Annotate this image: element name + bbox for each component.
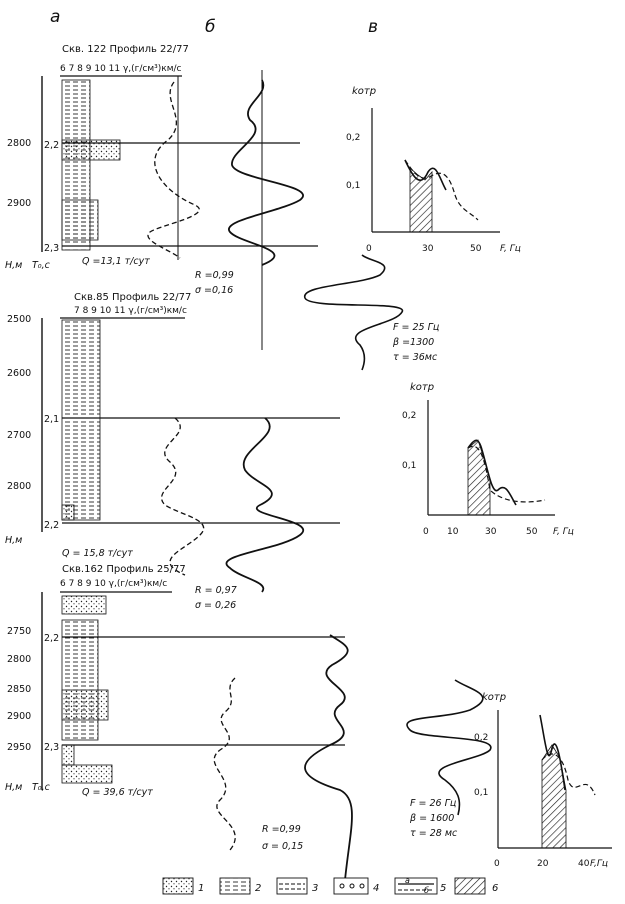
spectrum-chart-2: kотр 0,2 0,1 0 10 30 50 F, Гц — [402, 382, 574, 537]
wavelet-tau: τ = 36мс — [393, 352, 438, 363]
spectrum-ylabel: kотр — [352, 86, 376, 97]
wavelet-freq: F = 25 Гц — [393, 322, 439, 333]
legend-label: 3 — [312, 883, 318, 894]
legend-label: 2 — [255, 883, 261, 894]
spectrum-xlabel: F, Гц — [500, 244, 521, 254]
panel-letter-b: б — [205, 17, 215, 37]
depth-label: 2700 — [7, 430, 31, 441]
well-162-block: Скв.162 Профиль 25/77 6 7 8 9 10 γ,(г/см… — [5, 564, 353, 881]
well-title: Скв.162 Профиль 25/77 — [62, 564, 186, 575]
spectrum-xtick: 30 — [485, 527, 497, 537]
axis-label: Н,м — [5, 782, 22, 793]
wavelet-2: F = 26 Гц β = 1600 τ = 28 мс — [406, 679, 492, 839]
spectrum-ytick: 0,2 — [402, 411, 416, 421]
correlation-r: R =0,99 — [262, 824, 301, 835]
scale-labels: 6 7 8 9 10 11 γ,(г/см³)км/с — [60, 64, 182, 74]
spectrum-xtick: 50 — [470, 244, 482, 254]
time-axis-label: T₀,с — [32, 782, 51, 793]
sigma: σ = 0,15 — [262, 841, 303, 852]
lithology-column — [61, 619, 99, 741]
spectrum-xlabel: F,Гц — [590, 859, 608, 869]
spectrum-xtick: 10 — [447, 527, 459, 537]
spectrum-ytick: 0,1 — [402, 461, 416, 471]
depth-label: 2600 — [7, 368, 31, 379]
time-label: 2,2 — [44, 633, 59, 644]
synthetic-trace — [161, 417, 205, 576]
wavelet-beta: β =1300 — [392, 337, 434, 348]
spectrum-ytick: 0,1 — [474, 788, 488, 798]
spectrum-chart-1: kотр 0,2 0,1 0 30 50 F, Гц — [346, 86, 521, 254]
flow-rate: Q =13,1 т/сут — [82, 256, 150, 267]
synthetic-trace — [147, 81, 200, 259]
scale-labels: 7 8 9 10 11 γ,(г/см³)км/с — [74, 306, 187, 316]
well-title: Скв. 122 Профиль 22/77 — [62, 44, 189, 55]
correlation-r: R = 0,97 — [195, 585, 237, 596]
spectrum-ylabel: kотр — [482, 692, 506, 703]
time-label: 2,1 — [44, 414, 59, 425]
panel-letter-a: а — [50, 7, 60, 27]
spectrum-xtick: 50 — [526, 527, 538, 537]
depth-label: 2800 — [7, 654, 31, 665]
well-title: Скв.85 Профиль 22/77 — [74, 292, 191, 303]
spectrum-ytick: 0,2 — [346, 133, 360, 143]
depth-label: 2850 — [7, 684, 31, 695]
time-label: 2,3 — [44, 742, 59, 753]
sigma: σ = 0,26 — [195, 600, 236, 611]
axis-label: Н,м — [5, 535, 22, 546]
lithology-column — [61, 319, 101, 521]
time-label: 2,2 — [44, 140, 59, 151]
spectrum-ytick: 0,1 — [346, 181, 360, 191]
seismic-trace — [228, 79, 304, 266]
wavelet-tau: τ = 28 мс — [410, 828, 458, 839]
depth-label: 2500 — [7, 314, 31, 325]
legend-label: 4 — [373, 883, 379, 894]
wavelet-freq: F = 26 Гц — [410, 798, 456, 809]
spectrum-ylabel: kотр — [410, 382, 434, 393]
spectrum-ytick: 0,2 — [474, 733, 488, 743]
time-label: 2,2 — [44, 520, 59, 531]
scale-labels: 6 7 8 9 10 γ,(г/см³)км/с — [60, 579, 167, 589]
sigma: σ =0,16 — [195, 285, 233, 296]
spectrum-chart-3: kотр 0,2 0,1 0 20 40 F,Гц — [474, 692, 612, 869]
correlation-r: R =0,99 — [195, 270, 234, 281]
spectrum-xtick: 20 — [537, 859, 549, 869]
depth-label: 2800 — [7, 138, 31, 149]
well-122-block: Скв. 122 Профиль 22/77 6 7 8 9 10 11 γ,(… — [5, 44, 318, 350]
spectrum-xlabel: F, Гц — [553, 527, 574, 537]
time-axis-label: T₀,с — [32, 260, 51, 271]
spectrum-xtick: 0 — [423, 527, 429, 537]
seismic-trace — [304, 634, 353, 881]
flow-rate: Q = 39,6 т/сут — [82, 787, 153, 798]
well-85-block: Скв.85 Профиль 22/77 7 8 9 10 11 γ,(г/см… — [5, 292, 340, 611]
legend-label: 5 — [440, 883, 446, 894]
axis-label: Н,м — [5, 260, 22, 271]
legend-sub-b: б — [424, 886, 429, 895]
spectrum-xtick: 0 — [494, 859, 500, 869]
seismic-trace — [225, 417, 304, 593]
spectrum-xtick: 0 — [366, 244, 372, 254]
depth-label: 2950 — [7, 742, 31, 753]
depth-label: 2900 — [7, 198, 31, 209]
depth-label: 2750 — [7, 626, 31, 637]
legend-label: 1 — [198, 883, 204, 894]
legend-label: 6 — [492, 883, 498, 894]
flow-rate: Q = 15,8 т/сут — [62, 548, 133, 559]
wavelet-beta: β = 1600 — [409, 813, 454, 824]
wavelet-1: F = 25 Гц β =1300 τ = 36мс — [304, 254, 439, 371]
panel-letter-c: в — [368, 17, 378, 37]
depth-label: 2900 — [7, 711, 31, 722]
spectrum-xtick: 40 — [578, 859, 590, 869]
legend: 1 2 3 4 а 5 б 6 — [162, 876, 498, 895]
synthetic-trace — [213, 677, 236, 851]
depth-label: 2800 — [7, 481, 31, 492]
legend-sub-a: а — [405, 876, 410, 885]
spectrum-xtick: 30 — [422, 244, 434, 254]
time-label: 2,3 — [44, 243, 59, 254]
